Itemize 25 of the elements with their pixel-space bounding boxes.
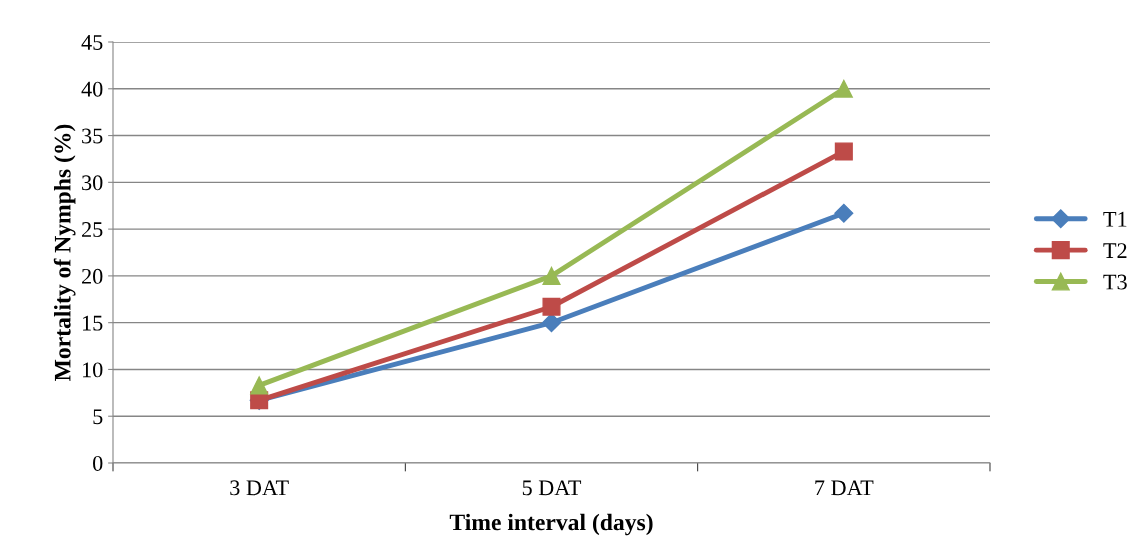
x-axis-title: Time interval (days) <box>449 513 653 536</box>
point <box>250 376 269 395</box>
y-tick-label: 40 <box>81 81 103 97</box>
y-tick-label: 5 <box>93 409 103 425</box>
y-tick-label: 10 <box>83 362 103 378</box>
point <box>541 313 562 333</box>
legend-label: T1 <box>1103 211 1127 227</box>
point <box>542 266 561 285</box>
y-tick-label: 45 <box>81 35 103 50</box>
y-tick-label: 35 <box>82 128 103 144</box>
point <box>834 142 853 161</box>
y-tick-label: 0 <box>93 455 103 471</box>
y-axis-title: Mortality of Nymphs (%) <box>53 124 76 381</box>
x-tick-label: 3 DAT <box>230 480 289 496</box>
point <box>542 297 561 316</box>
y-tick-label: 15 <box>83 315 103 331</box>
x-tick-label: 7 DAT <box>815 480 874 496</box>
y-tick-label: 20 <box>82 268 103 284</box>
point <box>834 79 853 98</box>
y-tick-label: 25 <box>82 222 103 238</box>
point <box>834 203 854 223</box>
x-tick-label: 5 DAT <box>522 480 582 496</box>
legend-label: T2 <box>1103 243 1127 258</box>
y-tick-label: 30 <box>82 175 103 191</box>
legend-label: T3 <box>1103 274 1127 290</box>
